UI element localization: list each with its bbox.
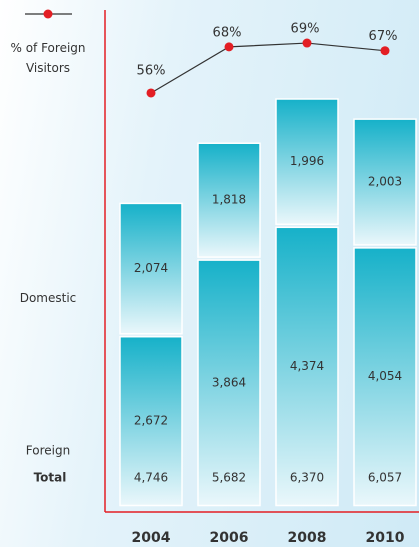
total-label: 6,057: [368, 471, 402, 485]
bar-segment: [119, 202, 183, 335]
series-label: Domestic: [20, 291, 77, 305]
bar-segment: [353, 247, 417, 507]
data-label: 68%: [213, 25, 242, 40]
bar-segment: [119, 335, 183, 507]
x-tick-label: 2006: [210, 530, 249, 546]
line-point: [224, 42, 234, 52]
data-label: 2,003: [368, 175, 402, 189]
line-point: [146, 88, 156, 98]
data-label: 2,074: [134, 261, 168, 275]
x-tick-label: 2008: [288, 530, 327, 546]
data-label: 69%: [291, 22, 320, 37]
line-point: [302, 38, 312, 48]
data-label: 1,818: [212, 193, 246, 207]
line-point: [380, 46, 390, 56]
legend-marker: [43, 9, 53, 19]
x-tick-label: 2004: [132, 530, 171, 546]
data-label: 2,672: [134, 414, 168, 428]
bar-segment: [353, 118, 417, 246]
bar-segment: [197, 259, 261, 507]
data-label: 1,996: [290, 154, 324, 168]
total-title: Total: [34, 471, 67, 485]
data-label: 56%: [137, 63, 166, 78]
data-label: 4,054: [368, 369, 402, 383]
total-label: 4,746: [134, 471, 168, 485]
line: [150, 42, 386, 94]
bar-segment: [275, 226, 339, 507]
series-label: Foreign: [26, 444, 70, 458]
data-label: 3,864: [212, 375, 246, 389]
data-label: 67%: [369, 29, 398, 44]
bar-segment: [197, 142, 261, 258]
legend-label: % of Foreign Visitors: [10, 41, 86, 75]
bar-segment: [275, 98, 339, 226]
data-label: 4,374: [290, 359, 324, 373]
total-label: 6,370: [290, 471, 324, 485]
x-tick-label: 2010: [366, 530, 405, 546]
total-label: 5,682: [212, 471, 246, 485]
